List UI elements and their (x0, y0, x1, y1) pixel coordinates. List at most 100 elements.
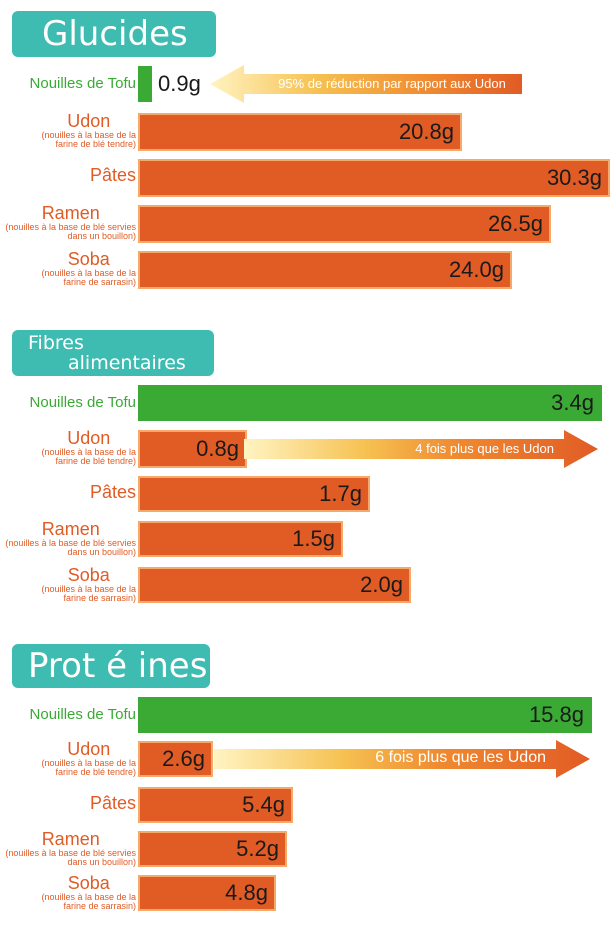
bar-row: Soba (nouilles à la base de la farine de s… (0, 565, 612, 603)
category-name: Nouilles de Tofu (29, 706, 136, 723)
section-glucides: Glucides (0, 11, 612, 301)
bar (138, 741, 213, 777)
value-label: 2.0g (360, 572, 403, 597)
category-label: Udon (nouilles à la base de la farine de b… (41, 739, 136, 777)
category-label: Pâtes (90, 482, 136, 502)
category-name: Ramen (41, 519, 100, 539)
value-label: 5.2g (236, 836, 279, 861)
category-subtitle: (nouilles à la base de blé servies dans u… (5, 222, 136, 241)
section-title: Glucides (12, 11, 216, 57)
annotation-arrow (244, 430, 598, 468)
category-name: Nouilles de Tofu (29, 75, 136, 92)
value-label: 5.4g (242, 792, 285, 817)
category-name: Pâtes (89, 165, 136, 185)
section-title-line-2: alimentaires (68, 352, 186, 374)
bar (138, 430, 247, 468)
bar (138, 567, 411, 603)
annotation-text: 4 fois plus que les Udon (415, 441, 554, 456)
annotation-text: 95% de réduction par rapport aux Udon (278, 76, 506, 91)
category-label: Ramen (nouilles à la base de blé servies d… (5, 829, 136, 867)
section-fibres: Fibres alimentaires (0, 330, 612, 610)
section-title-line-1: Fibres (28, 332, 84, 354)
annotation-arrow-shape (244, 430, 598, 468)
value-label: 3.4g (551, 390, 594, 415)
value-label: 1.7g (319, 481, 362, 506)
bar-row: Soba (nouilles à la base de la farine de s… (0, 249, 612, 289)
bar (138, 159, 610, 197)
bar-row: Pâtes 30.3g (0, 159, 612, 197)
value-label: 0.8g (196, 436, 239, 461)
category-subtitle: (nouilles à la base de la farine de sarra… (41, 268, 136, 287)
bar-row: Nouilles de Tofu 15.8g (0, 697, 612, 733)
category-label: Udon (nouilles à la base de la farine de b… (41, 428, 136, 466)
bar (138, 385, 602, 421)
category-subtitle: (nouilles à la base de blé servies dans u… (5, 538, 136, 557)
category-subtitle: (nouilles à la base de la farine de blé t… (41, 447, 136, 466)
annotation-arrow (210, 65, 522, 103)
category-subtitle: (nouilles à la base de blé servies dans u… (5, 848, 136, 867)
category-label: Udon (nouilles à la base de la farine de b… (41, 111, 136, 149)
annotation-arrow-shape (214, 740, 590, 778)
category-subtitle: (nouilles à la base de la farine de sarra… (41, 584, 136, 603)
category-label: Pâtes (90, 165, 136, 185)
bar (138, 113, 462, 151)
section-title: Prot é ines (12, 644, 210, 688)
value-label: 2.6g (162, 746, 205, 771)
value-label: 0.9g (158, 71, 201, 96)
bar-row: Udon (nouilles à la base de la farine de b… (0, 111, 612, 151)
category-label: Nouilles de Tofu (30, 393, 136, 413)
bar (138, 251, 512, 289)
category-label: Soba (nouilles à la base de la farine de s… (41, 565, 136, 603)
bar (138, 697, 592, 733)
category-label: Ramen (nouilles à la base de blé servies d… (5, 203, 136, 241)
category-label: Pâtes (90, 793, 136, 813)
category-subtitle: (nouilles à la base de la farine de blé t… (41, 758, 136, 777)
bar (138, 476, 370, 512)
value-label: 1.5g (292, 526, 335, 551)
bar (138, 521, 343, 557)
bar-row: Pâtes 5.4g (0, 787, 612, 823)
bar-row: Nouilles de Tofu 0.9g (0, 66, 612, 102)
category-name: Pâtes (89, 482, 136, 502)
category-name: Soba (67, 873, 110, 893)
category-subtitle: (nouilles à la base de la farine de blé t… (41, 130, 136, 149)
category-subtitle: (nouilles à la base de la farine de sarra… (41, 892, 136, 911)
value-label: 30.3g (546, 165, 602, 190)
value-label: 4.8g (225, 880, 268, 905)
section-title: Fibres alimentaires (12, 330, 214, 376)
value-label: 24.0g (448, 257, 504, 282)
category-name: Udon (67, 111, 111, 131)
bar (138, 66, 152, 102)
annotation-arrow (214, 740, 590, 778)
category-name: Pâtes (89, 793, 136, 813)
bar (138, 831, 287, 867)
bar-row: Ramen (nouilles à la base de blé servies d… (0, 203, 612, 243)
bar (138, 875, 276, 911)
category-name: Ramen (41, 203, 100, 223)
bar-row: Udon (nouilles à la base de la farine de b… (0, 428, 612, 468)
category-label: Nouilles de Tofu (30, 705, 136, 725)
category-name: Soba (67, 249, 110, 269)
category-name: Udon (67, 739, 111, 759)
bar (138, 787, 293, 823)
category-name: Udon (67, 428, 111, 448)
annotation-text: 6 fois plus que les Udon (375, 749, 546, 766)
annotation-arrow-shape (210, 65, 522, 103)
bar-row: Udon (nouilles à la base de la farine de b… (0, 739, 612, 777)
category-label: Ramen (nouilles à la base de blé servies d… (5, 519, 136, 557)
bar (138, 205, 551, 243)
value-label: 26.5g (487, 211, 543, 236)
bar-row: Nouilles de Tofu 3.4g (0, 385, 612, 421)
value-label: 20.8g (398, 119, 454, 144)
value-label: 15.8g (528, 702, 584, 727)
category-label: Nouilles de Tofu (30, 74, 136, 94)
bar-row: Ramen (nouilles à la base de blé servies d… (0, 829, 612, 867)
category-label: Soba (nouilles à la base de la farine de s… (41, 873, 136, 911)
category-label: Soba (nouilles à la base de la farine de s… (41, 249, 136, 287)
category-name: Ramen (41, 829, 100, 849)
bar-row: Ramen (nouilles à la base de blé servies d… (0, 519, 612, 557)
category-name: Nouilles de Tofu (29, 394, 136, 411)
bar-row: Pâtes 1.7g (0, 476, 612, 512)
bar-row: Soba (nouilles à la base de la farine de s… (0, 873, 612, 911)
category-name: Soba (67, 565, 110, 585)
